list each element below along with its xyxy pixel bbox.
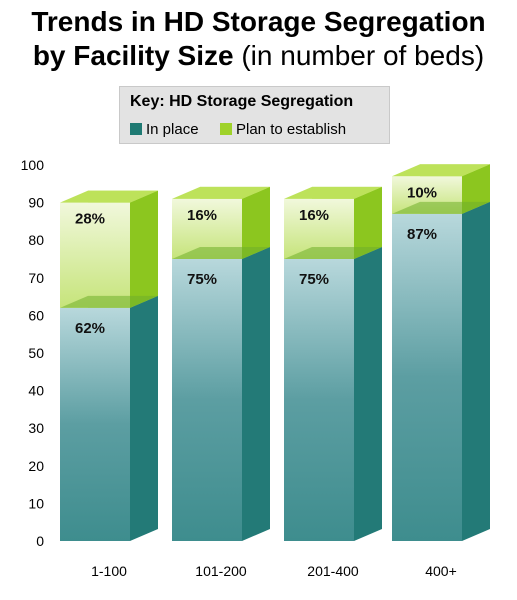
bar-side-plan-1-100 xyxy=(130,190,158,308)
x-tick-label-101-200: 101-200 xyxy=(195,563,247,579)
data-label-in-place-1-100: 62% xyxy=(75,320,105,337)
data-label-plan-1-100: 28% xyxy=(75,211,105,228)
bar-divider-1-100 xyxy=(60,295,158,308)
x-axis: 1-100 101-200 201-400 400+ xyxy=(91,563,457,579)
y-tick-label-20: 20 xyxy=(28,458,44,474)
bar-side-plan-201-400 xyxy=(354,186,382,259)
data-label-in-place-400+: 87% xyxy=(407,226,437,243)
subtitle-units: (in number of beds) xyxy=(241,40,485,71)
x-tick-label-400+: 400+ xyxy=(425,563,457,579)
bar-top-101-200 xyxy=(172,186,270,199)
legend: Key: HD Storage Segregation In place Pla… xyxy=(119,86,390,144)
data-label-plan-400+: 10% xyxy=(407,184,437,201)
y-axis: 0 10 20 30 40 50 60 70 80 90 100 xyxy=(21,157,45,549)
y-tick-label-60: 60 xyxy=(28,307,44,323)
bar-side-in-place-201-400 xyxy=(354,247,382,541)
bar-top-1-100 xyxy=(60,190,158,203)
y-tick-label-0: 0 xyxy=(36,533,44,549)
bar-in-place-201-400 xyxy=(284,259,354,541)
legend-title: Key: HD Storage Segregation xyxy=(130,93,354,110)
data-label-in-place-201-400: 75% xyxy=(299,271,329,288)
bar-group-201-400: 75% 16% xyxy=(284,186,382,541)
bar-side-plan-101-200 xyxy=(242,186,270,259)
legend-item-in-place: In place xyxy=(130,121,199,138)
bar-side-in-place-400+ xyxy=(462,201,490,541)
x-tick-label-1-100: 1-100 xyxy=(91,563,127,579)
chart-subtitle: by Facility Size (in number of beds) xyxy=(0,40,517,72)
y-tick-label-30: 30 xyxy=(28,420,44,436)
subtitle-main: by Facility Size xyxy=(32,40,234,71)
bar-side-in-place-101-200 xyxy=(242,247,270,541)
bar-divider-201-400 xyxy=(284,247,382,259)
y-tick-label-90: 90 xyxy=(28,195,44,211)
bar-group-400+: 87% 10% xyxy=(392,164,490,541)
bar-in-place-400+ xyxy=(392,213,462,541)
y-tick-label-10: 10 xyxy=(28,495,44,511)
bar-top-400+ xyxy=(392,164,490,177)
y-tick-label-80: 80 xyxy=(28,232,44,248)
bar-group-101-200: 75% 16% xyxy=(172,186,270,541)
x-tick-label-201-400: 201-400 xyxy=(307,563,359,579)
legend-label-in-place: In place xyxy=(146,121,199,138)
bar-group-1-100: 62% 28% xyxy=(60,190,158,541)
bar-in-place-101-200 xyxy=(172,259,242,541)
bar-side-plan-400+ xyxy=(462,164,490,214)
legend-swatch-in-place xyxy=(130,123,142,135)
y-tick-label-40: 40 xyxy=(28,383,44,399)
bar-divider-400+ xyxy=(392,201,490,214)
legend-label-plan-to-establish: Plan to establish xyxy=(236,121,347,138)
bar-plan-1-100 xyxy=(60,202,130,308)
bar-side-in-place-1-100 xyxy=(130,295,158,541)
data-label-plan-101-200: 16% xyxy=(187,207,217,224)
y-tick-label-50: 50 xyxy=(28,345,44,361)
legend-swatch-plan-to-establish xyxy=(220,123,232,135)
bars: 62% 28% 75% 16% 75% 16% 87% 10% xyxy=(60,164,490,541)
data-label-in-place-101-200: 75% xyxy=(187,271,217,288)
bar-divider-101-200 xyxy=(172,247,270,259)
y-tick-label-100: 100 xyxy=(21,157,45,173)
chart-title: Trends in HD Storage Segregation xyxy=(31,6,486,37)
bar-top-201-400 xyxy=(284,186,382,199)
bar-in-place-1-100 xyxy=(60,307,130,541)
legend-item-plan-to-establish: Plan to establish xyxy=(220,121,347,138)
y-tick-label-70: 70 xyxy=(28,270,44,286)
data-label-plan-201-400: 16% xyxy=(299,207,329,224)
